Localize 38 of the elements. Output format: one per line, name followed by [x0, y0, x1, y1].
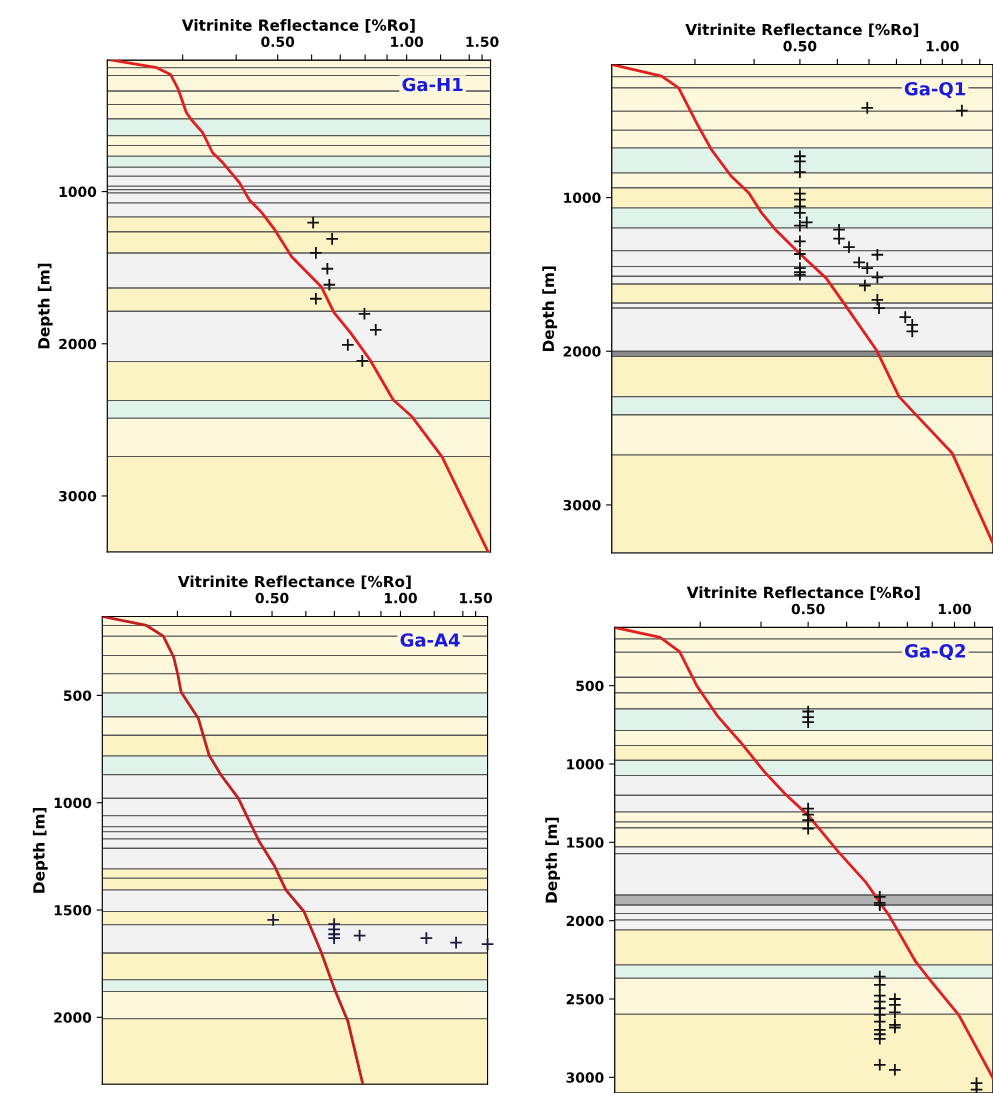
x-axis-title: Vitrinite Reflectance [%Ro]: [686, 586, 920, 600]
y-tick-label: 3000: [563, 499, 601, 511]
y-tick-label: 500: [576, 680, 604, 692]
y-tick-label: 2000: [59, 338, 97, 350]
y-tick-label: 1500: [54, 904, 92, 916]
x-axis-title: Vitrinite Reflectance [%Ro]: [685, 23, 919, 38]
x-tick-label: 0.50: [791, 603, 825, 615]
y-tick-label: 2000: [563, 346, 601, 357]
annotation: Ga-H1: [402, 77, 463, 92]
y-axis-title: Depth [m]: [37, 263, 53, 349]
x-tick-label: 1.00: [384, 592, 417, 604]
y-tick-label: 1000: [54, 797, 92, 809]
x-tick-label: 1.00: [926, 40, 959, 52]
y-axis-title: Depth [m]: [542, 266, 558, 352]
y-axis-title: Depth [m]: [32, 807, 48, 893]
y-tick-label: 1000: [567, 758, 604, 770]
y-tick-label: 2500: [566, 993, 604, 1005]
y-tick-label: 3000: [59, 490, 97, 502]
annotation: Ga-A4: [400, 633, 460, 647]
x-axis-title: Vitrinite Reflectance [%Ro]: [181, 19, 415, 33]
y-tick-label: 3000: [566, 1072, 604, 1083]
annotation: Ga-Q1: [904, 81, 966, 98]
y-tick-label: 500: [63, 690, 92, 701]
y-tick-label: 1000: [564, 192, 601, 204]
x-tick-label: 0.50: [255, 592, 289, 604]
y-tick-label: 2000: [566, 915, 604, 927]
x-tick-label: 1.00: [391, 36, 424, 48]
y-tick-label: 1500: [567, 837, 604, 848]
x-tick-label: 0.50: [261, 36, 295, 48]
x-tick-label: 1.50: [460, 592, 493, 604]
x-tick-label: 0.50: [783, 40, 817, 52]
y-axis-title: Depth [m]: [545, 817, 561, 903]
x-tick-label: 1.50: [466, 36, 499, 48]
x-tick-label: 1.00: [938, 603, 971, 615]
annotation: Ga-Q2: [905, 644, 965, 661]
y-tick-label: 2000: [54, 1012, 92, 1023]
y-tick-label: 1000: [59, 186, 97, 198]
x-axis-title: Vitrinite Reflectance [%Ro]: [177, 575, 411, 590]
